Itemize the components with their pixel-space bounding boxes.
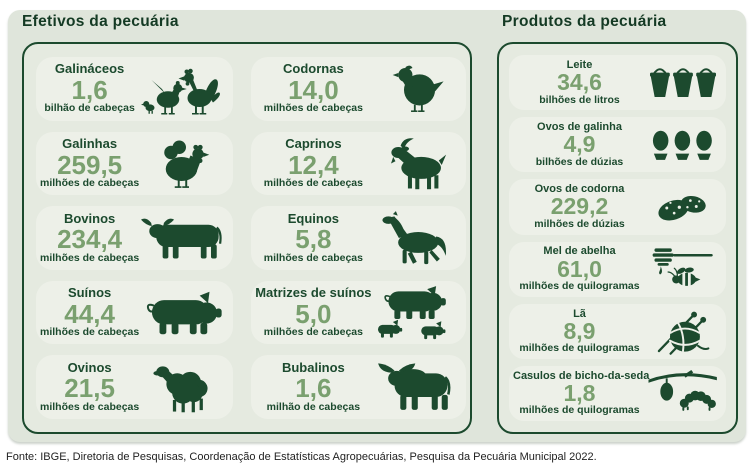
chicken-eggs-icon — [646, 127, 720, 163]
card-value: 234,4 — [57, 224, 123, 255]
card-title: Caprinos — [285, 135, 342, 151]
honey-dipper-bee-icon — [646, 247, 720, 292]
bull-icon — [139, 215, 227, 260]
card-suinos: Suínos 44,4 milhões de cabeças — [36, 280, 234, 345]
card-bovinos: Bovinos 234,4 milhões de cabeças — [36, 206, 234, 270]
sow-with-piglets-icon — [372, 285, 460, 340]
card-casulos-bicho-da-seda: Casulos de bicho-da-seda 1,8 milhões de … — [509, 365, 726, 422]
card-value: 8,9 — [563, 317, 596, 344]
card-unit: milhões de cabeças — [40, 251, 140, 264]
quail-eggs-icon — [646, 188, 720, 225]
card-title: Casulos de bicho-da-seda — [513, 369, 650, 382]
milk-buckets-icon — [646, 64, 720, 101]
card-title: Suínos — [67, 285, 112, 301]
section-title-efetivos: Efetivos da pecuária — [22, 13, 179, 30]
quail-icon — [372, 63, 460, 114]
produtos-panel: Leite 34,6 bilhões de litros — [497, 42, 738, 434]
card-unit: bilhões de dúzias — [535, 155, 624, 168]
card-value: 1,6 — [71, 74, 108, 105]
card-value: 5,8 — [295, 224, 332, 255]
card-value: 44,4 — [64, 298, 115, 329]
card-title: Galináceos — [54, 61, 125, 77]
yarn-ball-icon — [646, 308, 720, 355]
section-title-produtos: Produtos da pecuária — [502, 13, 667, 30]
card-title: Ovos de galinha — [537, 121, 622, 133]
card-value: 21,5 — [64, 373, 115, 404]
card-value: 12,4 — [288, 149, 339, 180]
card-value: 259,5 — [57, 149, 123, 180]
card-unit: milhões de dúzias — [534, 217, 625, 230]
sheep-icon — [139, 361, 227, 413]
silkworm-cocoon-icon — [646, 370, 720, 416]
card-unit: bilhões de litros — [539, 93, 620, 106]
card-unit: milhões de cabeças — [263, 177, 363, 190]
goat-icon — [372, 137, 460, 190]
card-unit: milhões de cabeças — [263, 326, 363, 339]
card-value: 61,0 — [557, 255, 602, 282]
card-caprinos: Caprinos 12,4 milhões de cabeças — [251, 131, 466, 196]
card-value: 4,9 — [563, 131, 596, 158]
card-unit: milhões de quilogramas — [519, 404, 640, 417]
card-unit: milhões de quilogramas — [519, 342, 640, 355]
card-galinhas: Galinhas 259,5 milhões de cabeças — [36, 131, 234, 196]
card-equinos: Equinos 5,8 milhões de cabeças — [251, 206, 466, 270]
hen-icon — [139, 136, 227, 190]
card-unit: milhões de quilogramas — [519, 280, 640, 293]
card-value: 1,6 — [295, 373, 332, 404]
card-matrizes-suinos: Matrizes de suínos 5,0 milhões de cabeça… — [251, 280, 466, 345]
card-title: Galinhas — [62, 135, 118, 151]
card-title: Bovinos — [63, 210, 116, 226]
chickens-group-icon — [139, 62, 227, 116]
pig-icon — [139, 288, 227, 338]
card-title: Ovos de codorna — [534, 183, 625, 196]
card-bubalinos: Bubalinos 1,6 milhão de cabeças — [251, 355, 466, 419]
card-unit: milhões de cabeças — [40, 326, 140, 339]
card-title: Lã — [573, 307, 586, 320]
card-value: 1,8 — [563, 380, 596, 406]
card-leite: Leite 34,6 bilhões de litros — [509, 55, 726, 111]
card-title: Matrizes de suínos — [255, 285, 372, 301]
card-value: 14,0 — [288, 74, 339, 105]
card-mel-de-abelha: Mel de abelha 61,0 milhões de quilograma… — [509, 241, 726, 297]
source-footer: Fonte: IBGE, Diretoria de Pesquisas, Coo… — [6, 451, 597, 463]
card-ovos-codorna: Ovos de codorna 229,2 milhões de dúzias — [509, 179, 726, 235]
card-title: Codornas — [283, 61, 344, 77]
card-title: Ovinos — [67, 359, 112, 375]
card-unit: milhões de cabeças — [40, 400, 140, 413]
horse-icon — [372, 211, 460, 265]
card-unit: milhões de cabeças — [263, 251, 363, 264]
card-ovinos: Ovinos 21,5 milhões de cabeças — [36, 355, 234, 419]
card-unit: milhão de cabeças — [266, 400, 361, 413]
card-unit: milhões de cabeças — [263, 102, 363, 115]
buffalo-icon — [372, 362, 460, 412]
card-title: Mel de abelha — [543, 245, 616, 258]
card-codornas: Codornas 14,0 milhões de cabeças — [251, 57, 466, 121]
card-title: Bubalinos — [281, 359, 345, 375]
efetivos-panel: Galináceos 1,6 bilhão de cabeças — [22, 42, 472, 434]
card-unit: bilhão de cabeças — [44, 102, 135, 115]
card-unit: milhões de cabeças — [40, 177, 140, 190]
card-value: 5,0 — [295, 298, 332, 329]
card-value: 229,2 — [550, 193, 609, 220]
card-galinaceos: Galináceos 1,6 bilhão de cabeças — [36, 57, 234, 121]
card-title: Equinos — [287, 210, 340, 226]
card-value: 34,6 — [557, 69, 602, 96]
card-la: Lã 8,9 milhões de quilogramas — [509, 303, 726, 359]
card-title: Leite — [566, 58, 593, 71]
card-ovos-galinha: Ovos de galinha 4,9 bilhões de dúzias — [509, 117, 726, 173]
